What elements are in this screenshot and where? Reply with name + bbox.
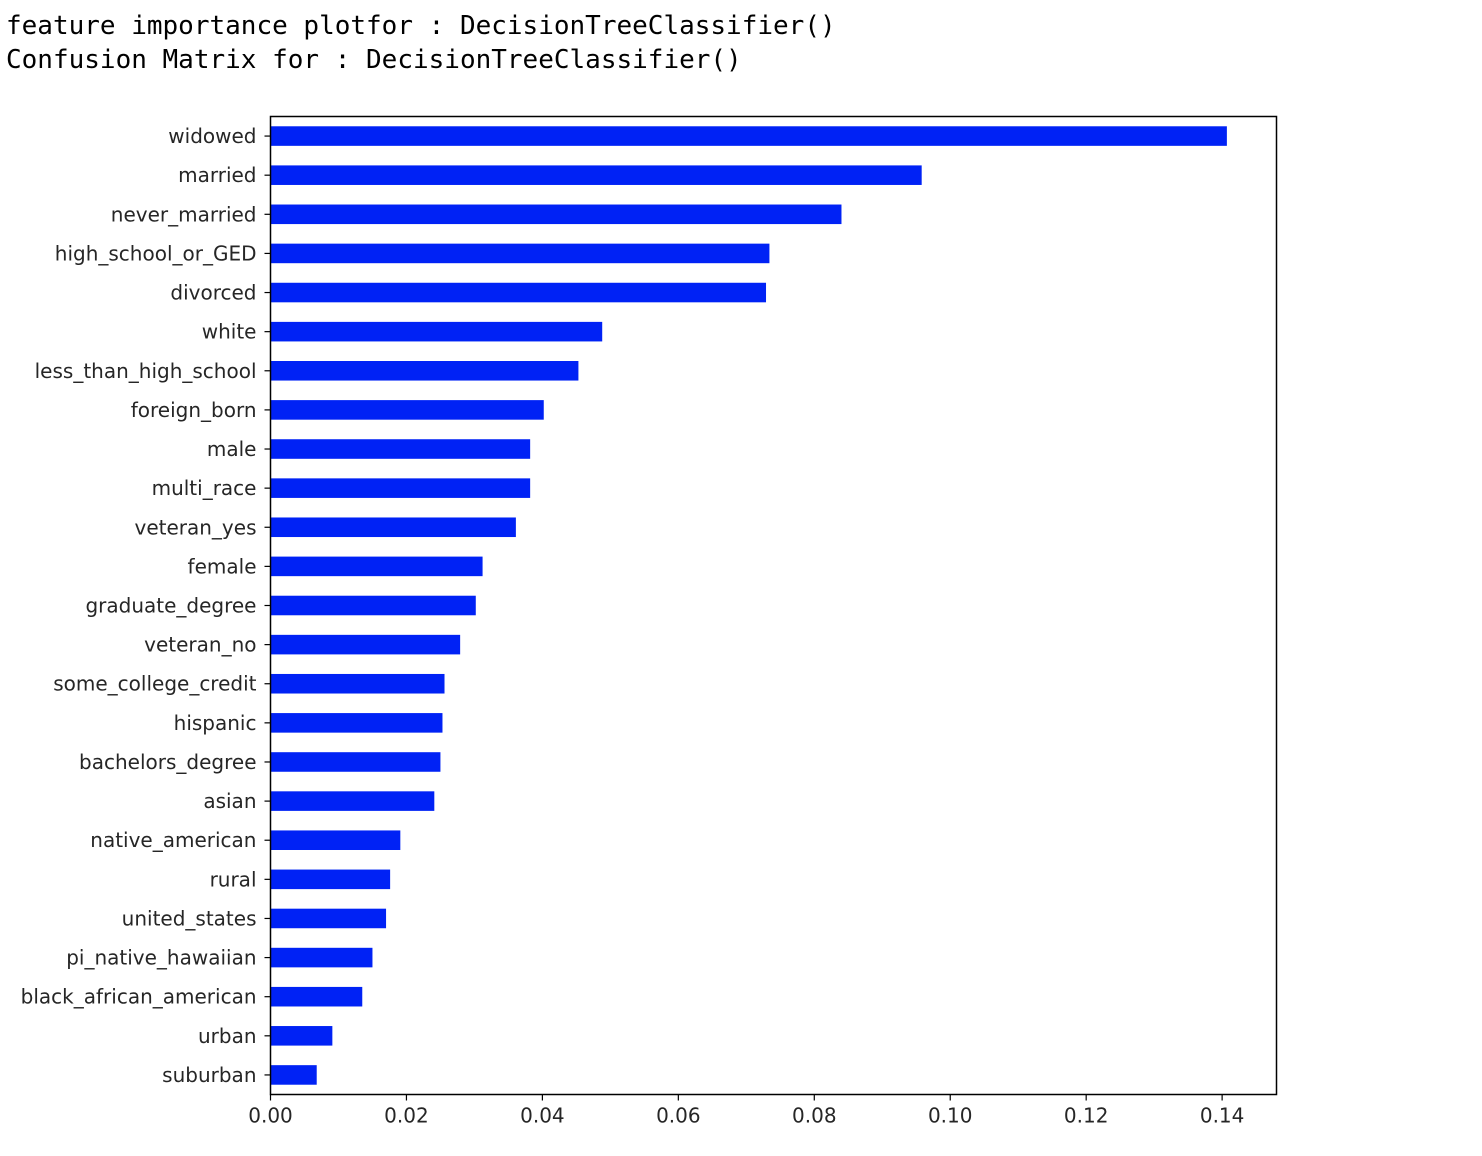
y-tick-label: white [202, 320, 257, 344]
y-tick-label: some_college_credit [53, 672, 256, 696]
bar-native_american [270, 830, 401, 850]
bar-rural [270, 869, 391, 890]
y-tick-label: female [188, 554, 257, 578]
bar-widowed [270, 126, 1227, 146]
bar-foreign_born [270, 400, 544, 420]
y-tick-label: multi_race [152, 476, 257, 500]
x-tick-label: 0.10 [928, 1104, 973, 1128]
y-tick-label: suburban [162, 1063, 256, 1087]
bar-divorced [270, 282, 767, 303]
y-tick-label: black_african_american [21, 985, 257, 1009]
y-tick-label: rural [210, 867, 257, 891]
plot-frame [269, 115, 1278, 1096]
output-line-2: Confusion Matrix for : DecisionTreeClass… [6, 45, 742, 75]
bar-hispanic [270, 713, 443, 733]
bar-veteran_no [270, 634, 461, 655]
bar-female [270, 556, 483, 577]
bar-male [270, 439, 531, 459]
x-tick-label: 0.06 [656, 1104, 701, 1128]
bar-high_school_or_GED [270, 243, 770, 264]
y-tick-label: graduate_degree [85, 594, 256, 618]
bar-pi_native_hawaiian [270, 947, 373, 968]
bar-black_african_american [270, 986, 363, 1007]
y-tick-label: bachelors_degree [79, 750, 256, 774]
bar-multi_race [270, 478, 531, 498]
x-ticks-layer: 0.00 0.02 0.04 0.06 0.08 0.10 0.12 0.14 [248, 1094, 1245, 1128]
bar-veteran_yes [270, 517, 516, 538]
y-tick-label: veteran_no [144, 633, 256, 657]
y-tick-label: high_school_or_GED [55, 241, 257, 265]
y-tick-label: veteran_yes [134, 515, 256, 539]
y-tick-label: never_married [111, 202, 257, 226]
bar-urban [270, 1026, 333, 1046]
y-tick-label: hispanic [174, 711, 257, 735]
bar-suburban [270, 1065, 317, 1085]
x-tick-label: 0.04 [520, 1104, 565, 1128]
x-tick-label: 0.02 [384, 1104, 429, 1128]
y-tick-label: widowed [168, 124, 256, 148]
x-tick-label: 0.12 [1064, 1104, 1109, 1128]
y-tick-label: less_than_high_school [35, 359, 257, 383]
y-tick-label: pi_native_hawaiian [66, 946, 256, 970]
bar-married [270, 165, 922, 185]
y-tick-label: male [207, 437, 257, 461]
bar-never_married [270, 204, 842, 225]
y-tick-label: native_american [90, 828, 256, 852]
output-line-1: feature importance plotfor : DecisionTre… [6, 11, 836, 41]
y-tick-label: united_states [122, 906, 257, 930]
x-tick-label: 0.00 [248, 1104, 293, 1128]
bar-graduate_degree [270, 595, 476, 616]
y-tick-label: urban [198, 1024, 257, 1048]
bars-layer [270, 126, 1227, 1085]
y-tick-label: married [178, 163, 256, 187]
bar-united_states [270, 908, 387, 929]
bar-some_college_credit [270, 673, 445, 694]
y-tick-label: divorced [170, 281, 256, 305]
bar-less_than_high_school [270, 361, 579, 381]
x-tick-label: 0.14 [1200, 1104, 1245, 1128]
y-ticks-layer: widowed married never_married high_school_o… [21, 124, 271, 1087]
y-tick-label: foreign_born [131, 398, 257, 422]
bar-asian [270, 791, 435, 811]
bar-white [270, 321, 603, 342]
y-tick-label: asian [203, 789, 256, 813]
x-tick-label: 0.08 [792, 1104, 837, 1128]
bar-bachelors_degree [270, 752, 441, 772]
